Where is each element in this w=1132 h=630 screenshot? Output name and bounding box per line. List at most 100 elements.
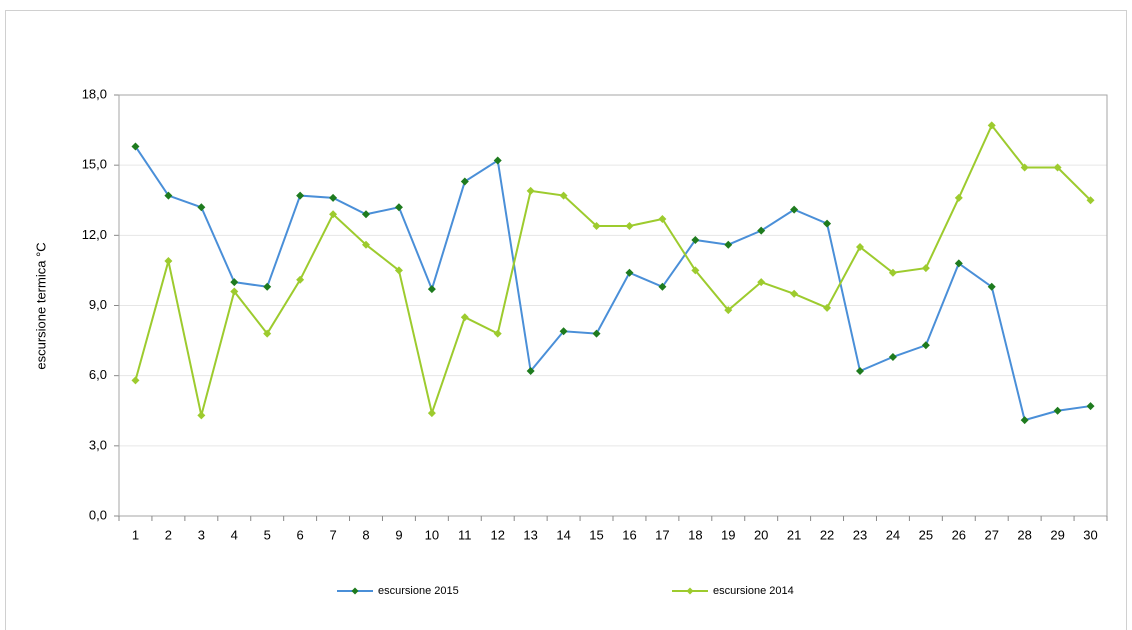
point bbox=[427, 285, 436, 294]
point bbox=[559, 191, 568, 200]
point bbox=[987, 121, 996, 130]
point bbox=[658, 214, 667, 223]
x-tick-label: 21 bbox=[787, 527, 801, 542]
point bbox=[625, 268, 634, 277]
point bbox=[658, 282, 667, 291]
y-tick-label: 6,0 bbox=[89, 367, 107, 382]
x-tick-label: 30 bbox=[1083, 527, 1097, 542]
y-tick-label: 3,0 bbox=[89, 437, 107, 452]
x-tick-label: 8 bbox=[362, 527, 369, 542]
x-tick-label: 24 bbox=[886, 527, 900, 542]
point bbox=[131, 376, 140, 385]
x-tick-label: 12 bbox=[490, 527, 504, 542]
point bbox=[263, 282, 272, 291]
point bbox=[296, 191, 305, 200]
point bbox=[921, 341, 930, 350]
point bbox=[493, 156, 502, 165]
series-line bbox=[134, 123, 1092, 417]
point bbox=[362, 240, 370, 249]
point bbox=[790, 205, 799, 214]
point bbox=[559, 327, 568, 336]
point bbox=[1086, 196, 1095, 205]
x-tick-label: 2 bbox=[165, 527, 172, 542]
point bbox=[856, 243, 864, 252]
chart-frame bbox=[5, 10, 1127, 630]
point bbox=[888, 352, 897, 361]
point bbox=[757, 226, 766, 235]
point bbox=[888, 268, 897, 277]
point bbox=[230, 278, 239, 287]
point bbox=[987, 282, 996, 291]
point bbox=[592, 329, 601, 338]
point bbox=[493, 329, 502, 338]
x-tick-label: 15 bbox=[589, 527, 603, 542]
point bbox=[394, 203, 403, 212]
x-tick-label: 25 bbox=[919, 527, 933, 542]
x-tick-label: 28 bbox=[1017, 527, 1031, 542]
point bbox=[625, 221, 634, 230]
point bbox=[823, 303, 832, 312]
legend-marker bbox=[351, 587, 359, 595]
x-tick-label: 4 bbox=[231, 527, 238, 542]
x-tick-label: 7 bbox=[329, 527, 336, 542]
point bbox=[362, 210, 370, 219]
point bbox=[230, 287, 239, 296]
legend-label: escursione 2015 bbox=[378, 585, 459, 597]
y-tick-label: 15,0 bbox=[82, 157, 107, 172]
x-tick-label: 17 bbox=[655, 527, 669, 542]
point bbox=[1020, 163, 1029, 172]
x-tick-label: 22 bbox=[820, 527, 834, 542]
point bbox=[691, 236, 700, 245]
point bbox=[526, 186, 535, 195]
series-line bbox=[134, 145, 1091, 422]
point bbox=[954, 259, 963, 268]
legend-marker bbox=[686, 587, 694, 595]
x-tick-label: 20 bbox=[754, 527, 768, 542]
point bbox=[1086, 402, 1095, 411]
point bbox=[1020, 416, 1029, 425]
legend-label: escursione 2014 bbox=[713, 585, 794, 597]
point bbox=[131, 142, 140, 151]
point bbox=[954, 193, 963, 202]
point bbox=[197, 203, 206, 212]
point bbox=[526, 366, 535, 375]
point bbox=[691, 266, 700, 275]
x-tick-label: 16 bbox=[622, 527, 636, 542]
point bbox=[592, 221, 601, 230]
point bbox=[1053, 406, 1062, 415]
point bbox=[329, 193, 338, 202]
point bbox=[460, 177, 469, 186]
x-tick-label: 14 bbox=[556, 527, 570, 542]
point bbox=[197, 411, 206, 420]
x-tick-label: 10 bbox=[425, 527, 439, 542]
point bbox=[790, 289, 799, 298]
x-tick-label: 29 bbox=[1050, 527, 1064, 542]
point bbox=[724, 240, 733, 249]
point bbox=[856, 366, 864, 375]
point bbox=[427, 409, 436, 418]
x-tick-label: 19 bbox=[721, 527, 735, 542]
x-tick-label: 3 bbox=[198, 527, 205, 542]
point bbox=[394, 266, 403, 275]
point bbox=[757, 278, 766, 287]
point bbox=[724, 306, 733, 315]
x-tick-label: 23 bbox=[853, 527, 867, 542]
x-tick-label: 27 bbox=[984, 527, 998, 542]
point bbox=[164, 191, 173, 200]
point bbox=[921, 264, 930, 273]
x-tick-label: 11 bbox=[458, 527, 472, 542]
x-tick-label: 1 bbox=[132, 527, 139, 542]
y-axis-label: escursione termica °C bbox=[33, 242, 48, 369]
x-tick-label: 26 bbox=[952, 527, 966, 542]
point bbox=[329, 210, 338, 219]
x-tick-label: 5 bbox=[264, 527, 271, 542]
x-tick-label: 6 bbox=[297, 527, 304, 542]
point bbox=[263, 329, 272, 338]
point bbox=[296, 275, 305, 284]
x-tick-label: 9 bbox=[395, 527, 402, 542]
x-tick-label: 13 bbox=[523, 527, 537, 542]
x-tick-label: 18 bbox=[688, 527, 702, 542]
y-tick-label: 12,0 bbox=[82, 227, 107, 242]
point bbox=[164, 257, 173, 266]
